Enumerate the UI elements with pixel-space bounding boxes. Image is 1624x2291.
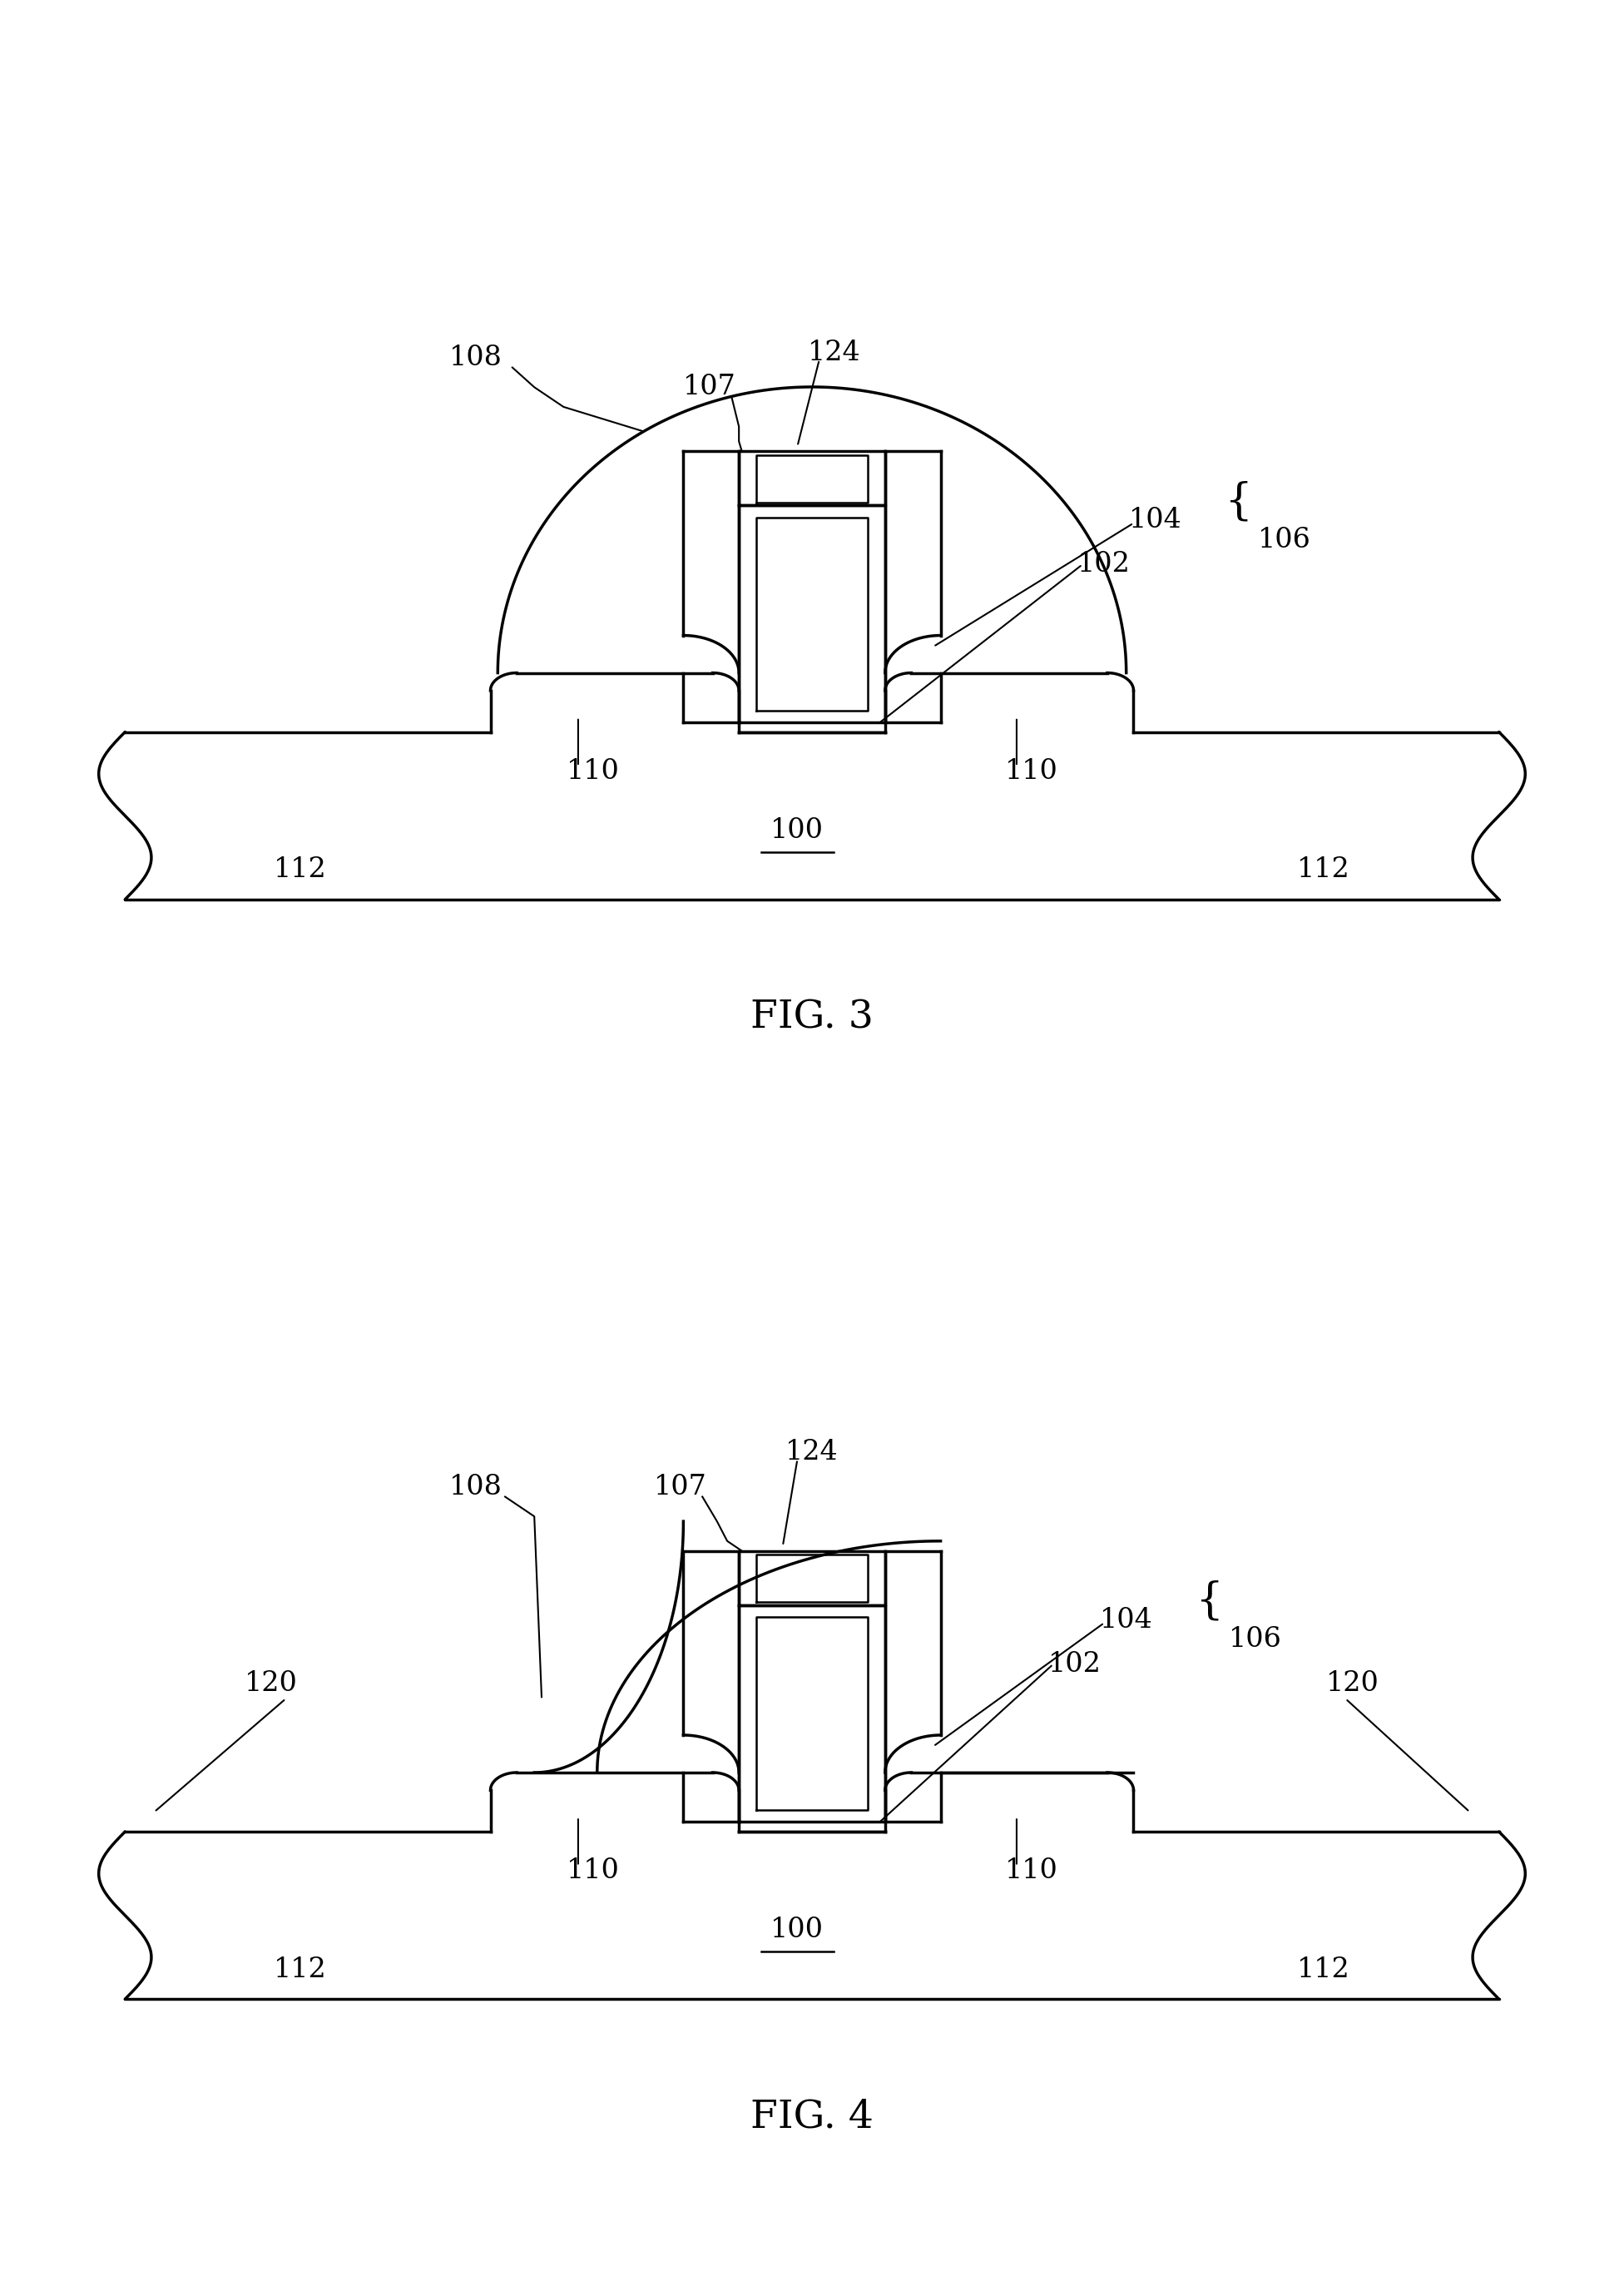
Text: 110: 110 [1005,758,1057,786]
Text: 112: 112 [274,857,326,884]
Text: 104: 104 [1129,506,1182,534]
Text: 100: 100 [771,818,823,843]
Text: 120: 120 [245,1670,297,1698]
Text: 112: 112 [274,1957,326,1984]
Text: 106: 106 [1229,1627,1281,1652]
Text: 110: 110 [567,1858,619,1885]
Text: 107: 107 [684,373,736,401]
Text: 124: 124 [786,1439,838,1466]
Text: 102: 102 [1078,552,1130,577]
Text: FIG. 4: FIG. 4 [750,2099,874,2135]
Text: 110: 110 [567,758,619,786]
Text: 112: 112 [1298,1957,1350,1984]
Text: 112: 112 [1298,857,1350,884]
Text: 107: 107 [654,1473,706,1501]
Text: 100: 100 [771,1918,823,1943]
Text: 106: 106 [1259,527,1311,552]
Text: 124: 124 [807,339,861,367]
Text: 108: 108 [450,344,502,371]
Text: 120: 120 [1327,1670,1379,1698]
Text: }: } [1186,1576,1213,1620]
Text: 102: 102 [1049,1652,1101,1677]
Text: }: } [1215,477,1242,520]
Text: 108: 108 [450,1473,502,1501]
Text: 104: 104 [1099,1606,1153,1633]
Text: FIG. 3: FIG. 3 [750,999,874,1036]
Text: 110: 110 [1005,1858,1057,1885]
